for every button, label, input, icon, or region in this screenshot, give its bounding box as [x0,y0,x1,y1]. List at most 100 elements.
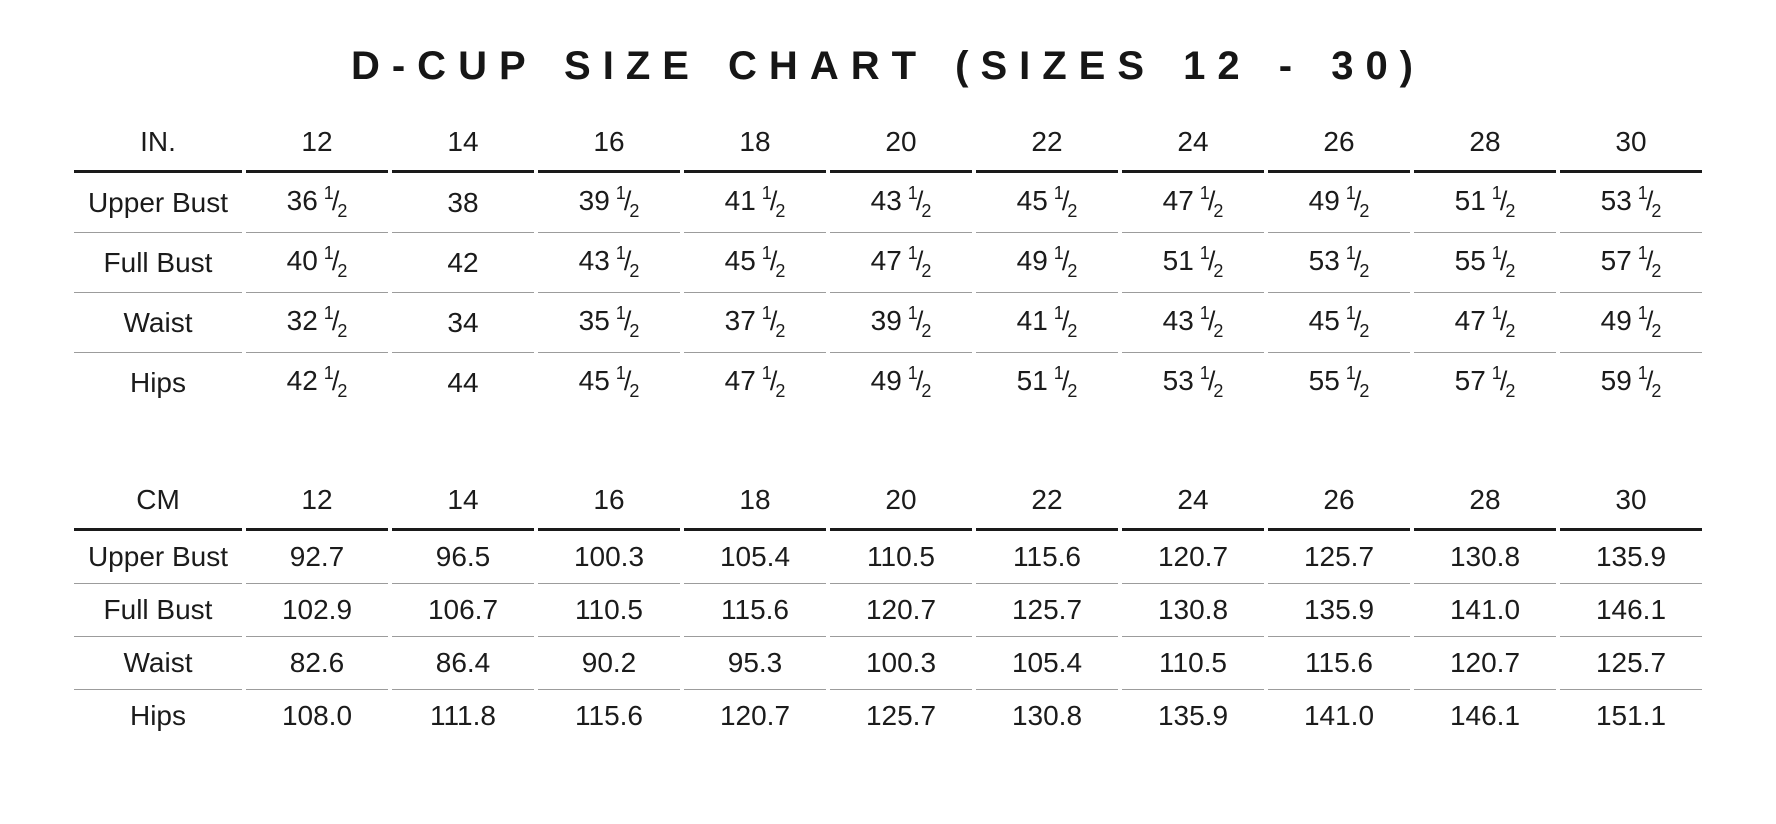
measurement-value: 105.4 [976,637,1118,690]
size-column-header: 28 [1414,478,1556,531]
measurement-value: 130.8 [1122,584,1264,637]
fraction-half: 1/2 [907,183,932,221]
fraction-half: 1/2 [761,303,786,341]
measurement-value: 41 1/2 [684,173,826,233]
measurement-value: 100.3 [830,637,972,690]
measurement-value: 146.1 [1449,700,1521,731]
size-column-header: 12 [246,478,388,531]
measurement-value: 57 1/2 [1560,233,1702,293]
measurement-value: 125.7 [976,584,1118,637]
measurement-value: 36 1/2 [246,173,388,233]
measurement-value: 49 1/2 [1268,173,1410,233]
measurement-value: 95.3 [684,637,826,690]
size-column-header: 18 [684,120,826,173]
fraction-half: 1/2 [1491,243,1516,281]
measurement-value: 125.7 [1268,531,1410,584]
fraction-half: 1/2 [907,363,932,401]
fraction-half: 1/2 [323,363,348,401]
size-column-header: 16 [538,120,680,173]
measurement-value: 47 1/2 [1122,173,1264,233]
table-row: Waist 32 1/2 34 35 1/2 37 1/2 39 1/2 41 1/2 43 1/2 45 1… [74,293,1702,353]
measurement-value: 42 [392,233,534,293]
measurement-label: Waist [74,293,242,353]
fraction-half: 1/2 [761,363,786,401]
fraction-half: 1/2 [761,183,786,221]
measurement-value: 82.6 [246,637,388,690]
fraction-half: 1/2 [615,243,640,281]
measurement-value: 115.6 [976,531,1118,584]
measurement-value: 51 1/2 [1414,173,1556,233]
fraction-half: 1/2 [1053,183,1078,221]
measurement-value: 120.7 [1414,637,1556,690]
measurement-value: 120.7 [1122,531,1264,584]
fraction-half: 1/2 [1345,183,1370,221]
measurement-value: 115.6 [575,700,643,731]
measurement-value: 49 1/2 [1560,293,1702,353]
size-column-header: 22 [976,478,1118,531]
measurement-value: 115.6 [1268,637,1410,690]
fraction-half: 1/2 [1345,303,1370,341]
fraction-half: 1/2 [1491,183,1516,221]
cm-table-body: Upper Bust 92.7 96.5 100.3 105.4 110.5 115.6 12… [74,531,1702,742]
measurement-value: 120.7 [830,584,972,637]
table-row: Hips 108.0 111.8 115.6 120.7 125.7 130.8 135.9 1… [74,690,1702,742]
measurement-value: 39 1/2 [538,173,680,233]
measurement-value: 43 1/2 [1122,293,1264,353]
measurement-value: 108.0 [281,700,353,731]
fraction-half: 1/2 [1199,303,1224,341]
fraction-half: 1/2 [323,243,348,281]
measurement-value: 51 1/2 [1016,363,1078,401]
measurement-value: 55 1/2 [1414,233,1556,293]
measurement-value: 59 1/2 [1600,363,1662,401]
fraction-half: 1/2 [1053,363,1078,401]
measurement-value: 47 1/2 [724,363,786,401]
table-row: Waist 82.6 86.4 90.2 95.3 100.3 105.4 110.5 115.… [74,637,1702,690]
fraction-half: 1/2 [907,303,932,341]
measurement-label: Hips [129,366,186,398]
fraction-half: 1/2 [323,303,348,341]
fraction-half: 1/2 [1053,303,1078,341]
measurement-value: 146.1 [1560,584,1702,637]
measurement-label: Upper Bust [74,173,242,233]
fraction-half: 1/2 [1345,363,1370,401]
fraction-half: 1/2 [1637,243,1662,281]
size-column-header: 26 [1268,478,1410,531]
size-column-header: 12 [246,120,388,173]
fraction-half: 1/2 [1637,183,1662,221]
measurement-value: 47 1/2 [830,233,972,293]
measurement-value: 53 1/2 [1268,233,1410,293]
measurement-value: 100.3 [538,531,680,584]
measurement-label: Full Bust [74,233,242,293]
measurement-value: 55 1/2 [1308,363,1370,401]
size-column-header: 30 [1560,120,1702,173]
fraction-half: 1/2 [1637,363,1662,401]
measurement-value: 43 1/2 [538,233,680,293]
measurement-value: 90.2 [538,637,680,690]
measurement-value: 115.6 [684,584,826,637]
measurement-value: 111.8 [430,700,496,731]
measurement-value: 135.9 [1268,584,1410,637]
size-column-header: 18 [684,478,826,531]
measurement-value: 151.1 [1595,700,1667,731]
table-row: Full Bust 102.9 106.7 110.5 115.6 120.7 125.7 1… [74,584,1702,637]
measurement-value: 120.7 [719,700,791,731]
measurement-value: 53 1/2 [1560,173,1702,233]
measurement-value: 49 1/2 [976,233,1118,293]
measurement-value: 45 1/2 [1268,293,1410,353]
measurement-value: 53 1/2 [1162,363,1224,401]
table-row: Upper Bust 92.7 96.5 100.3 105.4 110.5 115.6 12… [74,531,1702,584]
fraction-half: 1/2 [761,243,786,281]
size-column-header: 22 [976,120,1118,173]
measurement-value: 125.7 [865,700,937,731]
measurement-value: 38 [392,173,534,233]
measurement-value: 43 1/2 [830,173,972,233]
size-column-header: 20 [830,120,972,173]
table-row: Full Bust 40 1/2 42 43 1/2 45 1/2 47 1/2 49 1/2 51 1/… [74,233,1702,293]
size-column-header: 14 [392,120,534,173]
measurement-value: 47 1/2 [1414,293,1556,353]
fraction-half: 1/2 [615,303,640,341]
measurement-value: 130.8 [1414,531,1556,584]
measurement-value: 57 1/2 [1454,363,1516,401]
page-title: D-CUP SIZE CHART (SIZES 12 - 30) [350,44,1426,88]
fraction-half: 1/2 [907,243,932,281]
